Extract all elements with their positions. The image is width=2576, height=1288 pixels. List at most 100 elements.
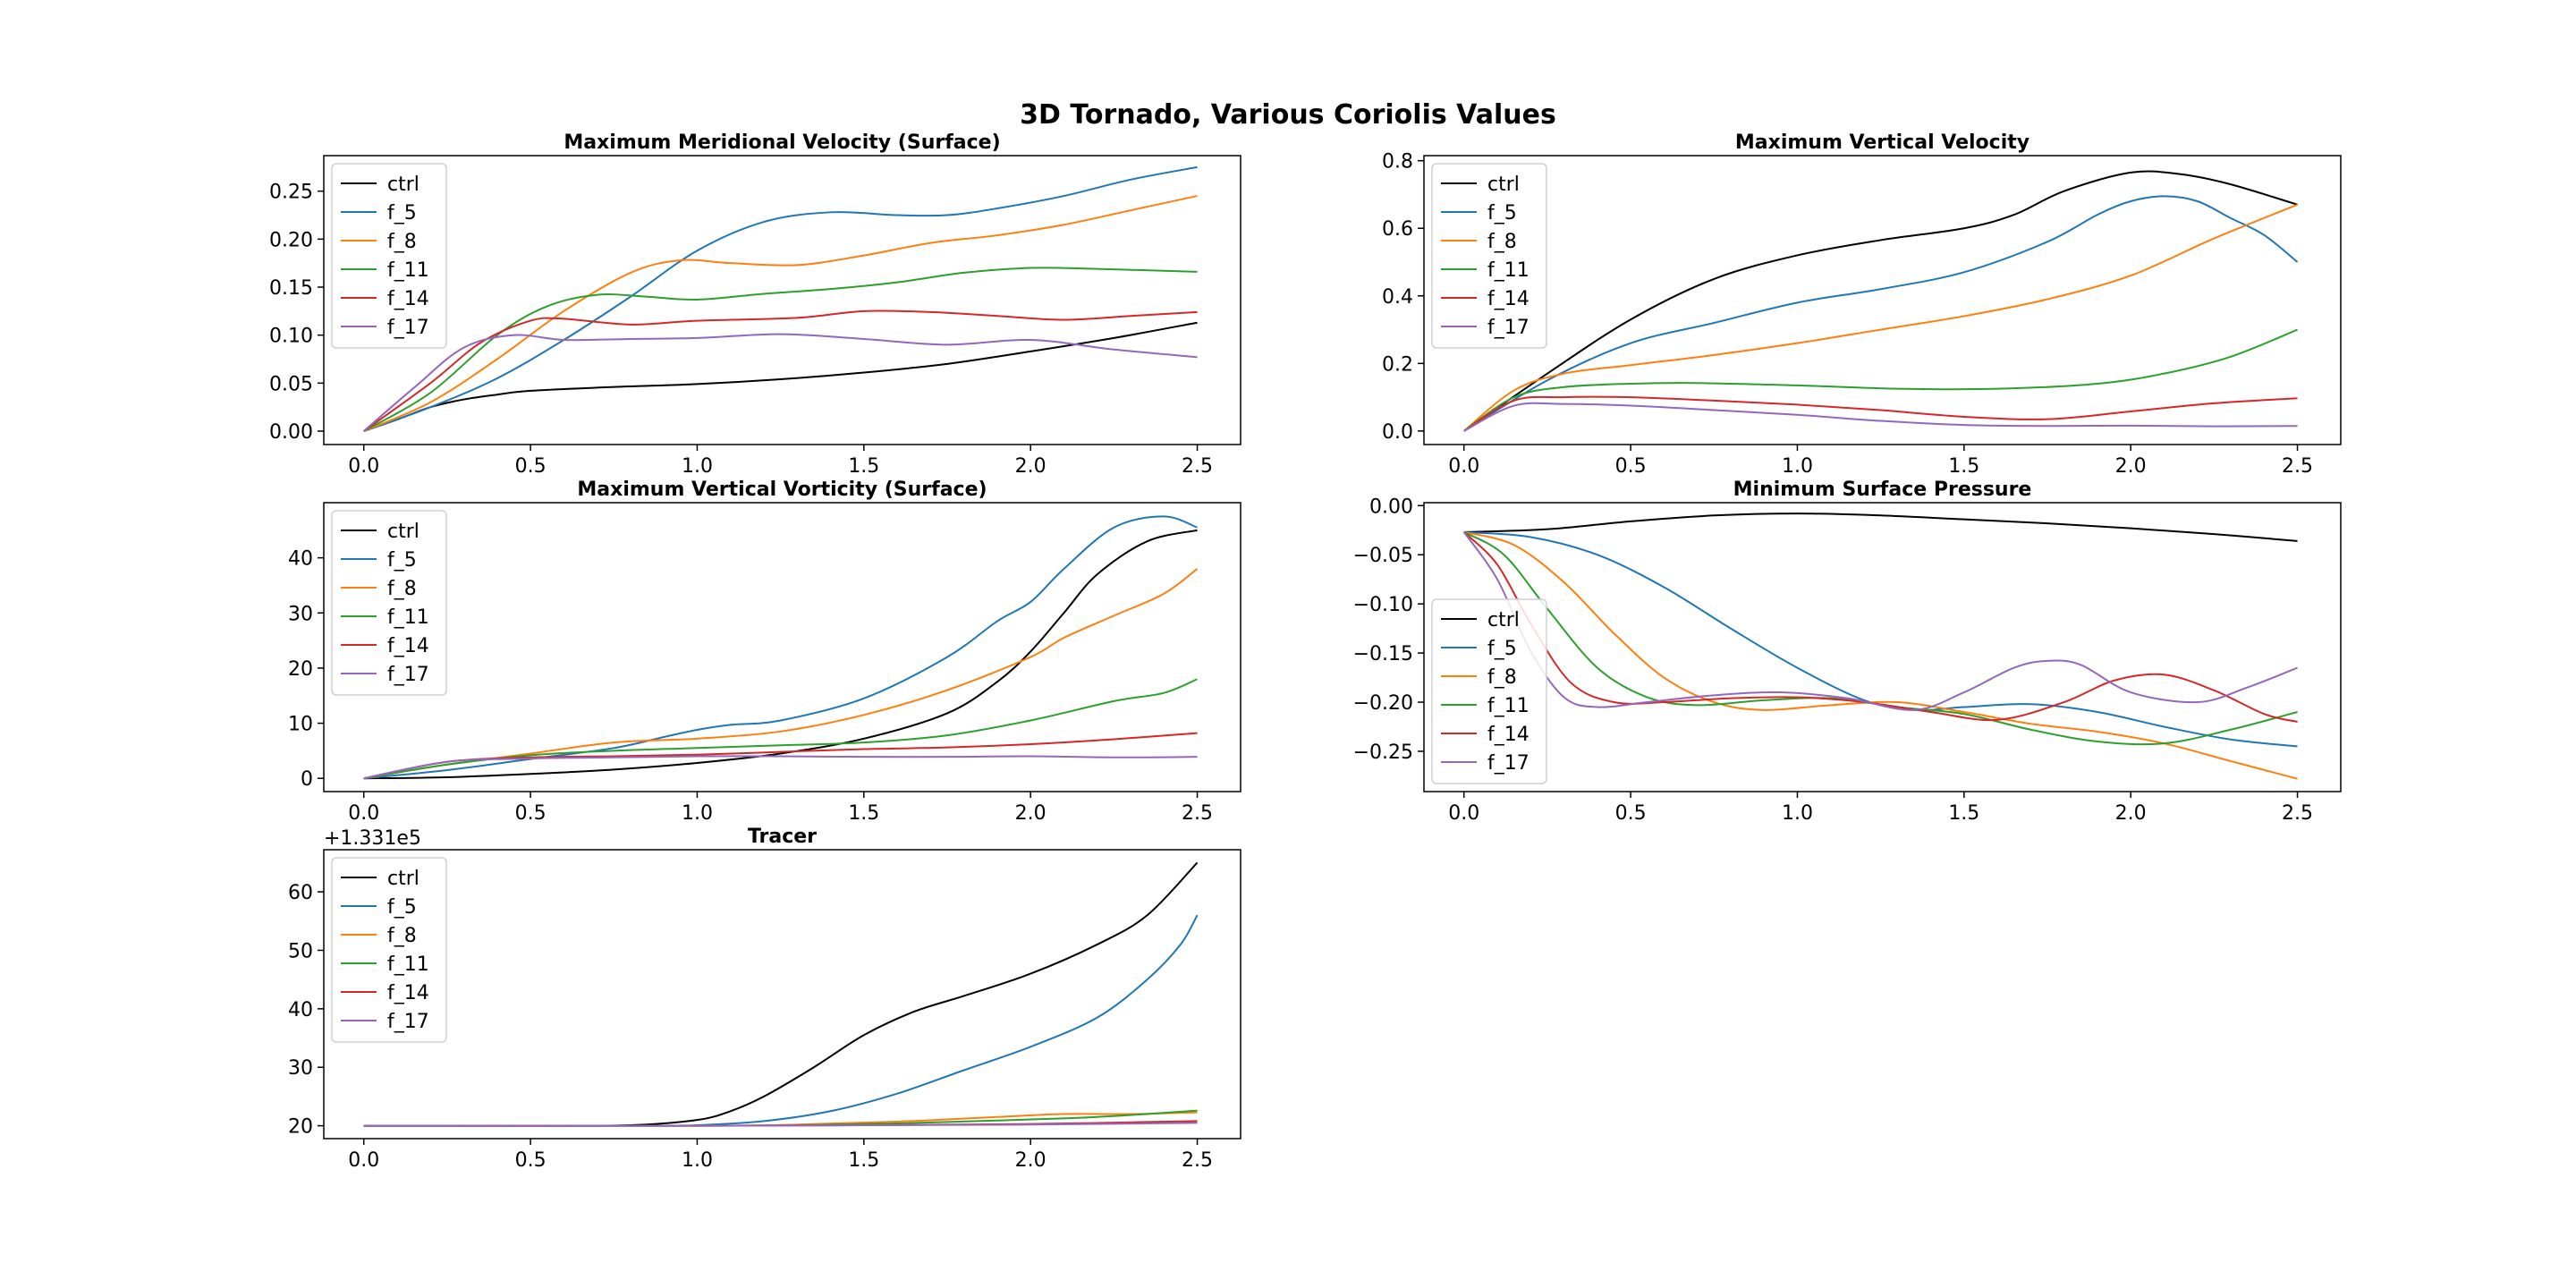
x-tick-label: 0.5: [515, 802, 547, 825]
x-tick-label: 0.5: [1615, 455, 1647, 478]
axes-title: Maximum Vertical Vorticity (Surface): [577, 479, 987, 501]
subplot-meridional-velocity: Maximum Meridional Velocity (Surface) 0.0…: [269, 131, 1241, 478]
series-line-f-11: [363, 267, 1198, 432]
x-tick-label: 1.5: [1948, 455, 1979, 478]
y-tick-label: 20: [288, 658, 313, 681]
series-line-f-5: [1463, 530, 2298, 748]
legend-label: f_17: [387, 1011, 429, 1033]
legend-label: f_8: [387, 231, 417, 253]
axes-frame: [1423, 502, 2342, 792]
x-tick-label: 1.0: [1782, 455, 1813, 478]
legend-label: ctrl: [1487, 609, 1520, 631]
series-line-f-11: [1463, 531, 2298, 746]
y-tick-label: 0.10: [269, 326, 313, 348]
legend-label: f_17: [387, 664, 429, 686]
legend: ctrl f_5 f_8 f_11 f_14 f_17: [1431, 163, 1547, 349]
y-tick-label: 40: [288, 999, 313, 1021]
x-tick-label: 1.0: [682, 455, 713, 478]
series-line-f-8: [363, 568, 1199, 780]
legend: ctrl f_5 f_8 f_11 f_14 f_17: [1431, 598, 1547, 784]
axes-title: Minimum Surface Pressure: [1733, 479, 2032, 501]
x-tick-label: 0.5: [1615, 802, 1647, 825]
legend-label: f_14: [387, 635, 429, 657]
x-tick-label: 1.5: [848, 455, 879, 478]
legend-label: ctrl: [387, 868, 419, 890]
legend-label: f_14: [387, 288, 429, 310]
legend-box: [1431, 163, 1547, 349]
y-tick-label: −0.05: [1353, 545, 1413, 567]
legend: ctrl f_5 f_8 f_11 f_14 f_17: [331, 857, 447, 1043]
legend-label: ctrl: [387, 174, 419, 196]
series-line-f-5: [1463, 195, 2299, 432]
legend-label: f_5: [387, 549, 417, 572]
y-tick-label: 0.4: [1382, 286, 1413, 309]
y-tick-label: 0.00: [1369, 496, 1413, 518]
legend-label: f_8: [1487, 231, 1517, 253]
legend-label: f_17: [1487, 752, 1530, 775]
legend-label: f_8: [387, 925, 417, 947]
y-tick-label: 0.00: [269, 421, 313, 444]
legend-label: f_5: [1487, 202, 1517, 225]
legend-label: f_11: [1487, 695, 1530, 717]
subplot-surface-pressure: Minimum Surface Pressure 0.0 0.5 1.0 1.5 2.0 2…: [1353, 479, 2342, 825]
x-tick-label: 1.0: [682, 802, 713, 825]
legend-label: ctrl: [387, 521, 419, 543]
series-line-f-14: [1463, 395, 2298, 432]
axes-frame: [323, 155, 1241, 445]
legend-label: f_14: [1487, 724, 1530, 746]
legend-label: f_11: [1487, 259, 1530, 282]
x-tick-label: 2.5: [1182, 802, 1213, 825]
legend-label: f_11: [387, 259, 429, 282]
x-tick-label: 2.0: [1015, 455, 1046, 478]
series-line-ctrl: [363, 529, 1198, 780]
y-tick-label: 0.6: [1382, 218, 1413, 241]
series-line-ctrl: [363, 861, 1199, 1127]
legend-label: f_14: [1487, 288, 1530, 310]
y-tick-label: 0.05: [269, 373, 313, 395]
legend-label: f_8: [387, 578, 417, 600]
x-tick-label: 0.5: [515, 1149, 547, 1172]
y-tick-label: 40: [288, 548, 313, 571]
x-tick-label: 1.5: [1948, 802, 1979, 825]
axes-frame: [323, 849, 1241, 1140]
legend-label: f_5: [1487, 638, 1517, 660]
series-line-f-8: [1463, 203, 2298, 432]
series-line-f-14: [363, 309, 1198, 432]
x-tick-label: 2.5: [1182, 455, 1213, 478]
y-tick-label: −0.20: [1353, 692, 1413, 715]
axes-title: Tracer: [748, 826, 817, 848]
axes-frame: [1423, 155, 2342, 445]
x-tick-label: 0.0: [348, 802, 379, 825]
y-tick-label: −0.25: [1353, 741, 1413, 764]
subplot-vertical-vorticity: Maximum Vertical Vorticity (Surface) 0.0 0…: [288, 479, 1241, 825]
series-line-f-5: [363, 165, 1198, 432]
axes-title: Maximum Meridional Velocity (Surface): [564, 131, 1000, 154]
series-line-f-8: [1463, 530, 2298, 780]
y-tick-label: 0.15: [269, 277, 313, 300]
y-tick-label: 30: [288, 603, 313, 625]
axis-offset-label: +1.331e5: [324, 827, 421, 850]
series-line-f-14: [1463, 531, 2298, 723]
x-tick-label: 1.0: [1782, 802, 1813, 825]
series-line-f-17: [1462, 531, 2298, 711]
y-tick-label: 0.25: [269, 182, 313, 204]
y-tick-label: 60: [288, 882, 313, 904]
legend-label: f_17: [387, 317, 429, 339]
series-line-ctrl: [1463, 170, 2298, 432]
legend-box: [1431, 598, 1547, 784]
legend-label: f_5: [387, 202, 417, 225]
legend-box: [331, 163, 447, 349]
y-tick-label: 0: [301, 768, 313, 791]
series-line-ctrl: [1463, 513, 2298, 542]
x-tick-label: 2.5: [2282, 802, 2313, 825]
y-tick-label: 50: [288, 940, 313, 962]
x-tick-label: 1.5: [848, 1149, 879, 1172]
x-tick-label: 2.5: [2282, 455, 2313, 478]
y-tick-label: 0.0: [1382, 421, 1413, 444]
x-tick-label: 2.0: [2115, 455, 2147, 478]
series-line-f-17: [1463, 402, 2298, 432]
x-tick-label: 0.0: [1448, 455, 1479, 478]
y-tick-label: 10: [288, 714, 313, 736]
x-tick-label: 1.5: [848, 802, 879, 825]
